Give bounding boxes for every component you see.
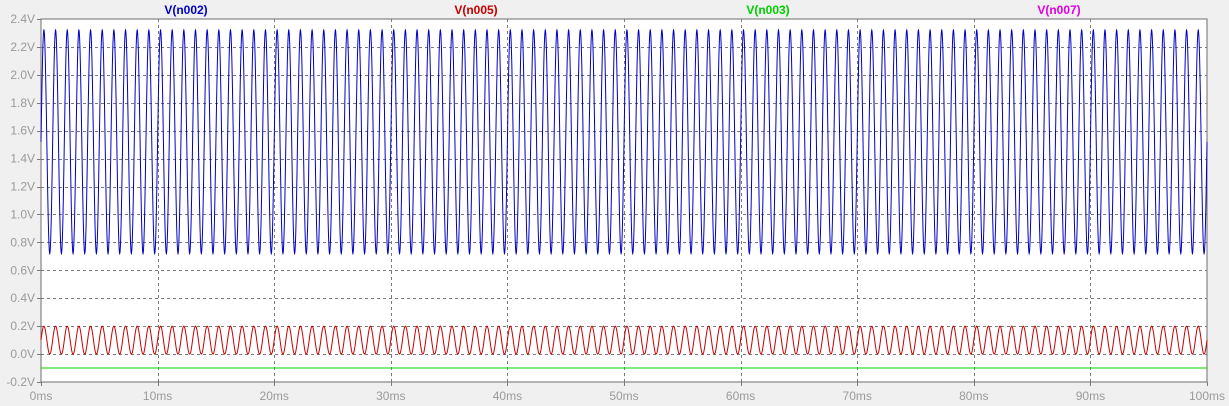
x-tick-label: 70ms xyxy=(843,389,872,403)
y-tick-label: 0.4V xyxy=(10,291,35,305)
y-tick-label: 0.2V xyxy=(10,319,35,333)
x-tick-label: 40ms xyxy=(493,389,522,403)
grid-lines xyxy=(41,19,1207,382)
x-tick-label: 90ms xyxy=(1076,389,1105,403)
y-tick-label: -0.2V xyxy=(6,375,35,389)
x-tick-label: 100ms xyxy=(1189,389,1225,403)
y-tick-label: 1.2V xyxy=(10,180,35,194)
y-tick-label: 1.8V xyxy=(10,96,35,110)
y-tick-label: 1.6V xyxy=(10,124,35,138)
legend-entry[interactable]: V(n002) xyxy=(164,3,207,17)
legend-entry[interactable]: V(n005) xyxy=(454,3,497,17)
x-tick-label: 60ms xyxy=(726,389,755,403)
series-trace-v-n002 xyxy=(40,28,1208,256)
x-tick-label: 50ms xyxy=(609,389,638,403)
x-tick-label: 20ms xyxy=(260,389,289,403)
y-tick-label: 2.2V xyxy=(10,40,35,54)
x-tick-label: 80ms xyxy=(959,389,988,403)
y-axis-ticks: -0.2V 0.0V 0.2V 0.4V 0.6V 0.8V 1.0V 1.2V 1.4V 1.6… xyxy=(6,12,41,389)
y-tick-label: 0.0V xyxy=(10,347,35,361)
y-tick-label: 0.6V xyxy=(10,263,35,277)
legend-entry[interactable]: V(n007) xyxy=(1037,3,1080,17)
y-tick-label: 1.0V xyxy=(10,207,35,221)
y-tick-label: 0.8V xyxy=(10,235,35,249)
y-tick-label: 2.0V xyxy=(10,68,35,82)
series-trace-v-n005 xyxy=(40,325,1208,355)
y-tick-label: 1.4V xyxy=(10,152,35,166)
x-tick-label: 0ms xyxy=(30,389,53,403)
x-tick-label: 10ms xyxy=(143,389,172,403)
x-tick-label: 30ms xyxy=(376,389,405,403)
series-traces xyxy=(40,28,1208,369)
legend: V(n002) V(n005) V(n003) V(n007) xyxy=(164,3,1080,17)
legend-entry[interactable]: V(n003) xyxy=(746,3,789,17)
x-axis-ticks: 0ms 10ms 20ms 30ms 40ms 50ms 60ms 70ms 80ms 90ms 1… xyxy=(30,382,1225,403)
y-tick-label: 2.4V xyxy=(10,12,35,26)
